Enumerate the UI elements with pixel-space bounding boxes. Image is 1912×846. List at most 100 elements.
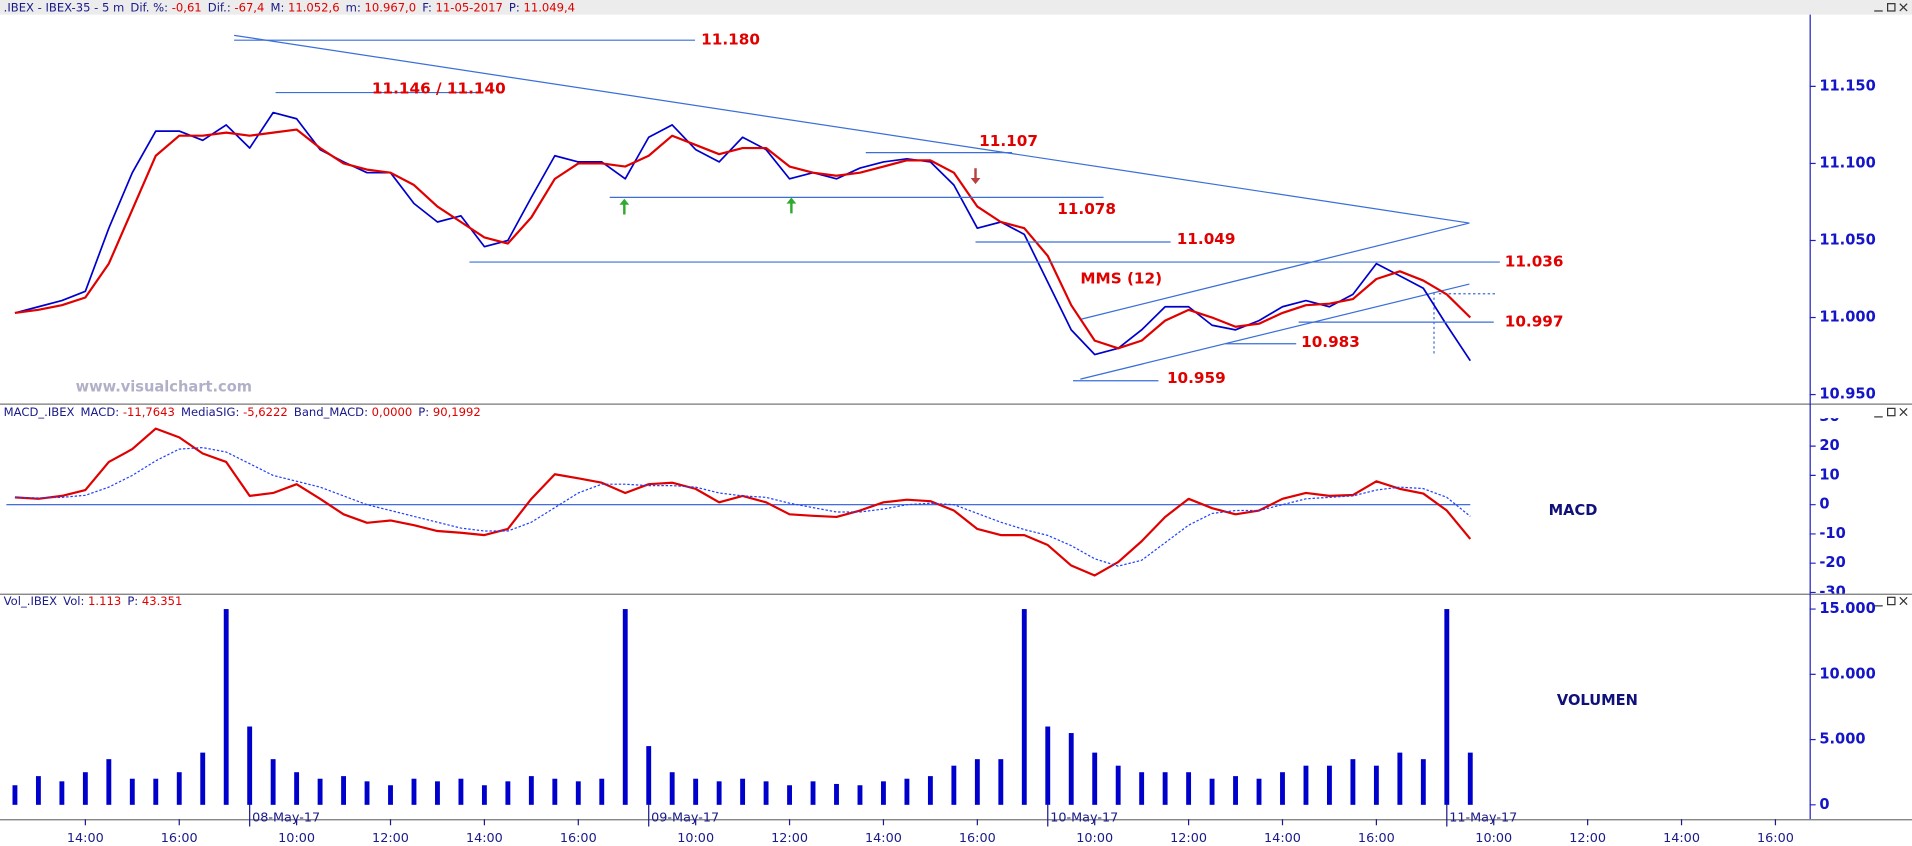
drawings	[234, 34, 1495, 380]
header-value: 43.351	[142, 593, 183, 607]
channel-line	[1080, 222, 1470, 320]
level-label: 11.036	[1505, 253, 1564, 271]
volume-bar	[270, 759, 276, 805]
y-tick-label: -20	[1819, 554, 1845, 571]
y-tick-label: -10	[1819, 525, 1845, 542]
header-value: 1.113	[88, 593, 121, 607]
volume-bar	[787, 785, 792, 805]
header-label: F:	[422, 0, 432, 14]
close-icon[interactable]	[1899, 407, 1908, 417]
header-label: P:	[509, 0, 520, 14]
volume-bar	[481, 785, 487, 805]
volume-bar	[341, 776, 347, 805]
header-label: P:	[127, 593, 138, 607]
volume-bar	[106, 759, 112, 805]
volume-bar	[1186, 772, 1192, 805]
volume-bar	[1467, 752, 1473, 805]
time-label: 10:00	[278, 831, 315, 846]
header-label: P:	[418, 405, 429, 419]
channel-line	[1080, 283, 1470, 380]
y-tick-label: 20	[1819, 437, 1839, 454]
panel: -30 -20 -10 0 10 20 30	[6, 418, 1846, 594]
header-label: MACD:	[81, 405, 120, 419]
volume-bar	[1397, 752, 1403, 805]
time-label: 10:00	[1475, 831, 1512, 846]
date-label: 09-May-17	[651, 810, 719, 825]
panel-label: VOLUMEN	[1557, 692, 1638, 709]
header-value: -11,7643	[123, 405, 175, 419]
volume-bar	[927, 776, 933, 805]
volume-bar	[646, 746, 652, 805]
time-label: 16:00	[161, 831, 198, 846]
level-label: 11.049	[1177, 230, 1236, 248]
volume-bar	[411, 778, 417, 805]
volume-bar	[1162, 772, 1168, 805]
header-label: Band_MACD:	[294, 405, 368, 419]
level-label: 10.959	[1167, 369, 1226, 387]
y-tick-label: 0	[1819, 496, 1829, 513]
time-label: 12:00	[372, 831, 409, 846]
close-icon[interactable]	[1899, 3, 1908, 12]
time-label: 10:00	[677, 831, 714, 846]
header-value: 11.049,4	[523, 0, 575, 14]
volume-bar	[669, 772, 675, 805]
panel-header: .IBEX - IBEX-35 - 5 m Dif. %: -0,61 Dif.: -6…	[4, 0, 575, 14]
down-arrow	[970, 168, 981, 185]
volume-bar	[552, 778, 558, 805]
date-label: 08-May-17	[252, 810, 320, 825]
volume-bar	[622, 609, 628, 805]
volume-bar	[716, 781, 722, 805]
volume-bar	[693, 778, 699, 805]
y-tick-label: 0	[1819, 796, 1829, 813]
header-value: -0,61	[172, 0, 202, 14]
volume-bar	[505, 781, 511, 805]
level-label: 10.997	[1505, 313, 1564, 331]
volume-bar	[951, 765, 957, 805]
maximize-icon[interactable]	[1887, 3, 1896, 12]
y-tick-label: 10.000	[1819, 665, 1875, 682]
y-tick-label: 11.100	[1819, 154, 1875, 171]
volume-bar	[998, 759, 1004, 805]
level-label: 11.078	[1057, 200, 1116, 218]
level-label: 11.107	[979, 132, 1038, 150]
time-label: 16:00	[1358, 831, 1395, 846]
ma-label: MMS (12)	[1080, 270, 1162, 288]
maximize-icon[interactable]	[1887, 407, 1896, 417]
maximize-icon[interactable]	[1887, 596, 1896, 606]
trend-line	[234, 34, 1470, 224]
y-tick-label: 15.000	[1819, 600, 1875, 617]
volume-bar	[1373, 765, 1379, 805]
volume-bar	[857, 785, 863, 805]
up-arrow	[786, 197, 797, 214]
volume-bar	[458, 778, 464, 805]
volume-bar	[200, 752, 206, 805]
header-label: Vol_.IBEX	[4, 593, 57, 607]
header-value: 11-05-2017	[436, 0, 503, 14]
y-tick-label: 11.000	[1819, 309, 1875, 326]
volume-bar	[1045, 726, 1051, 805]
volume-bar	[82, 772, 88, 805]
header-bar	[0, 0, 1912, 15]
time-label: 12:00	[1569, 831, 1606, 846]
close-icon[interactable]	[1899, 596, 1908, 606]
volume-bar	[1280, 772, 1285, 805]
level-label: 10.983	[1301, 333, 1360, 351]
panel-header: Vol_.IBEX Vol: 1.113 P: 43.351	[4, 593, 183, 607]
header-value: 90,1992	[433, 405, 481, 419]
series-line	[14, 447, 1471, 567]
header-label: Dif.:	[208, 0, 231, 14]
volume-bar	[12, 785, 18, 805]
volume-bar	[1139, 772, 1145, 805]
volume-bar	[1021, 609, 1027, 805]
volume-bar	[740, 778, 746, 805]
volume-bar	[1350, 759, 1356, 805]
panel: 10.950 11.000 11.050 11.100 11.150 11.180 11.1…	[14, 31, 1876, 403]
time-label: 12:00	[1170, 831, 1207, 846]
series-line	[14, 111, 1471, 362]
panel-header: MACD_.IBEX MACD: -11,7643 MediaSIG: -5,6222 B…	[4, 405, 481, 419]
volume-bar	[834, 783, 839, 805]
header-label: M:	[270, 0, 284, 14]
header-value: 10.967,0	[365, 0, 417, 14]
volume-bar	[247, 726, 253, 805]
time-label: 10:00	[1076, 831, 1113, 846]
